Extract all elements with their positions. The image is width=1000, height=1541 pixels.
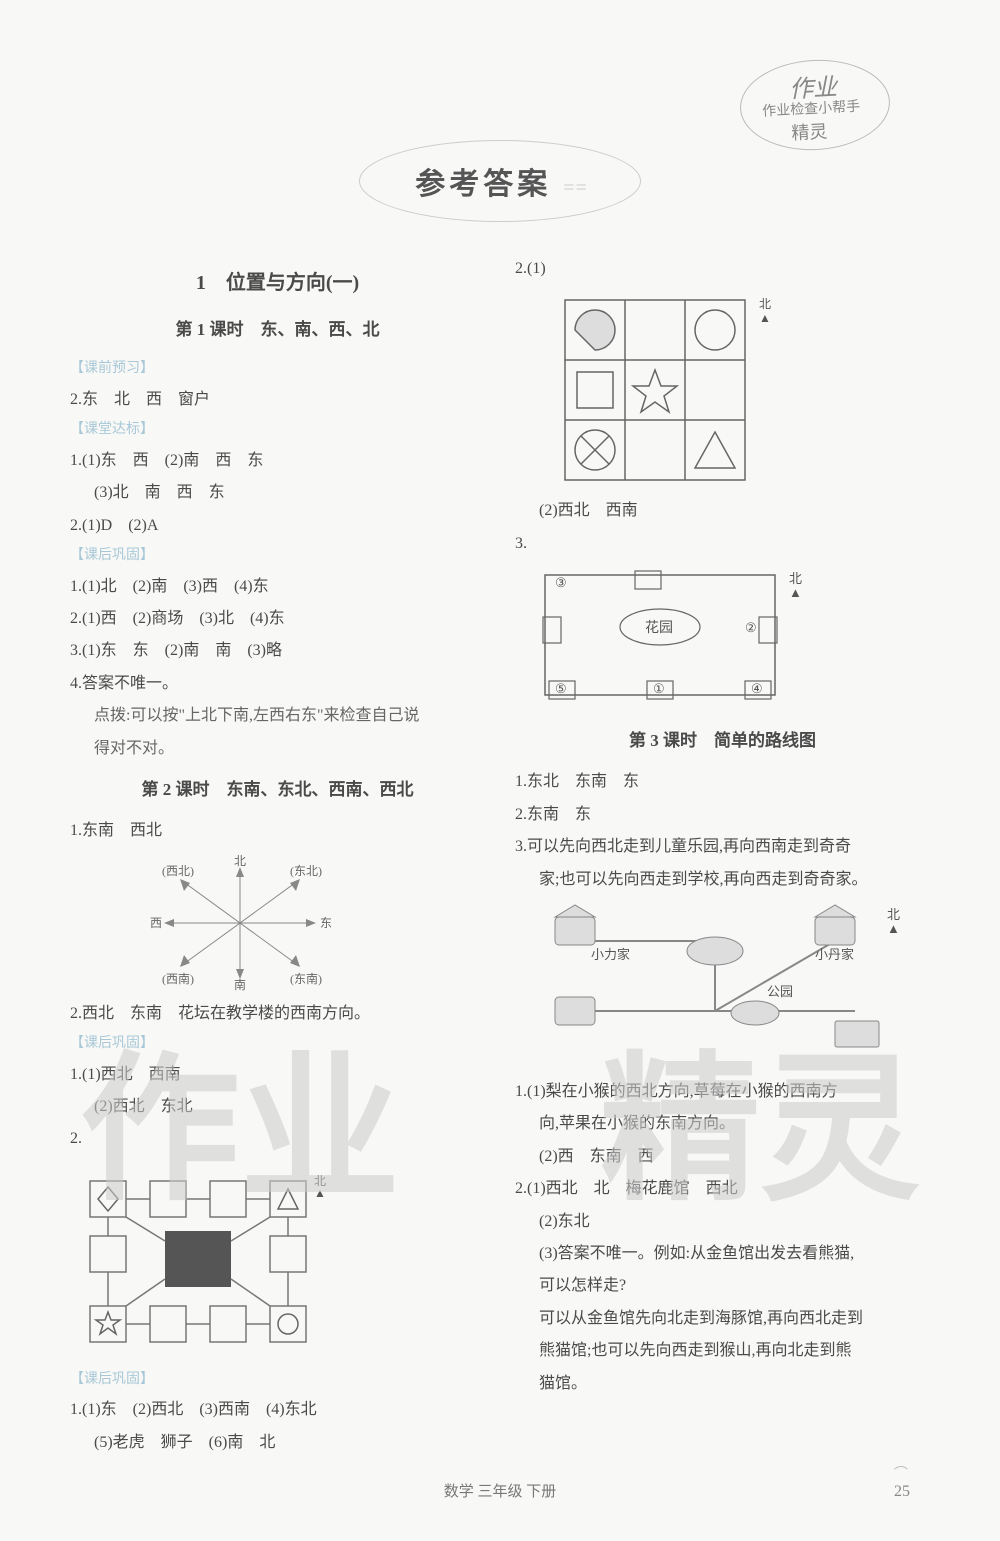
r-l11: (3)答案不唯一。例如:从金鱼馆出发去看熊猫, bbox=[515, 1239, 930, 1269]
map-park: 公园 bbox=[767, 984, 793, 999]
ans-l7: 3.(1)东 东 (2)南 南 (3)略 bbox=[70, 636, 485, 666]
section-1-title: 1 位置与方向(一) bbox=[70, 264, 485, 302]
ans-l16: 1.(1)东 (2)西北 (3)西南 (4)东北 bbox=[70, 1395, 485, 1425]
garden-mark-2: ② bbox=[745, 620, 757, 635]
r-l13: 可以从金鱼馆先向北走到海豚馆,再向西北走到 bbox=[515, 1304, 930, 1334]
ans-l9: 点拨:可以按"上北下南,左西右东"来检查自己说 bbox=[70, 701, 485, 731]
r-l4: 3.可以先向西北走到儿童乐园,再向西南走到奇奇 bbox=[515, 832, 930, 862]
compass-nw: (西北) bbox=[162, 864, 194, 878]
garden-mark-1: ① bbox=[653, 681, 665, 696]
r-l2: 1.东北 东南 东 bbox=[515, 767, 930, 797]
north-arrow-icon: ▲ bbox=[314, 1186, 326, 1200]
grid-9-figure: 北 ▲ bbox=[515, 290, 930, 490]
north-arrow-icon: ▲ bbox=[789, 585, 802, 600]
r-q2: 2.(1) bbox=[515, 254, 930, 284]
pagenum-deco-icon: ⌒ bbox=[894, 1467, 908, 1482]
compass-ne: (东北) bbox=[290, 864, 322, 878]
group-label-3: 【课后巩固】 bbox=[70, 543, 485, 570]
grid-diagram: 北 ▲ bbox=[70, 1161, 485, 1361]
page-title: 参考答案 bbox=[415, 168, 551, 201]
compass-sw: (西南) bbox=[162, 971, 194, 986]
map-house1: 小力家 bbox=[591, 947, 630, 962]
r-l1: (2)西北 西南 bbox=[515, 496, 930, 526]
group-label-1: 【课前预习】 bbox=[70, 356, 485, 383]
north-arrow-icon: ▲ bbox=[759, 311, 771, 325]
ans-l8: 4.答案不唯一。 bbox=[70, 669, 485, 699]
page-number: 25 bbox=[894, 1483, 910, 1500]
map-north: 北 bbox=[887, 907, 900, 922]
r-l7: 向,苹果在小猴的东南方向。 bbox=[515, 1109, 930, 1139]
ans-l5: 1.(1)北 (2)南 (3)西 (4)东 bbox=[70, 572, 485, 602]
garden-mark-5: ⑤ bbox=[555, 681, 567, 696]
ans-l17: (5)老虎 狮子 (6)南 北 bbox=[70, 1428, 485, 1458]
r-l5: 家;也可以先向西走到学校,再向西走到奇奇家。 bbox=[515, 865, 930, 895]
title-decoration: = = bbox=[563, 177, 585, 199]
compass-se: (东南) bbox=[290, 971, 322, 986]
r-l9: 2.(1)西北 北 梅花鹿馆 西北 bbox=[515, 1174, 930, 1204]
group-label-2: 【课堂达标】 bbox=[70, 417, 485, 444]
r-q3: 3. bbox=[515, 529, 930, 559]
r-l12: 可以怎样走? bbox=[515, 1271, 930, 1301]
right-column: 2.(1) bbox=[515, 252, 930, 1460]
ans-l10: 得对不对。 bbox=[70, 734, 485, 764]
r-l10: (2)东北 bbox=[515, 1207, 930, 1237]
ans-l4: 2.(1)D (2)A bbox=[70, 511, 485, 541]
lesson-3-title: 第 3 课时 简单的路线图 bbox=[515, 725, 930, 757]
garden-north: 北 bbox=[789, 571, 802, 586]
group-label-4: 【课后巩固】 bbox=[70, 1031, 485, 1058]
group-label-5: 【课后巩固】 bbox=[70, 1367, 485, 1394]
route-map-figure: 小力家 小丹家 公园 北 ▲ bbox=[515, 901, 930, 1071]
garden-mark-3: ③ bbox=[555, 575, 567, 590]
r-l3: 2.东南 东 bbox=[515, 800, 930, 830]
left-column: 1 位置与方向(一) 第 1 课时 东、南、西、北 【课前预习】 2.东 北 西… bbox=[70, 252, 485, 1460]
garden-mark-4: ④ bbox=[751, 681, 763, 696]
garden-label: 花园 bbox=[645, 620, 673, 636]
ans-l1: 2.东 北 西 窗户 bbox=[70, 385, 485, 415]
ans-l12: 2.西北 东南 花坛在教学楼的西南方向。 bbox=[70, 999, 485, 1029]
ans-l6: 2.(1)西 (2)商场 (3)北 (4)东 bbox=[70, 604, 485, 634]
north-arrow-icon: ▲ bbox=[887, 921, 900, 936]
ans-l14: (2)西北 东北 bbox=[70, 1092, 485, 1122]
ans-l2: 1.(1)东 西 (2)南 西 东 bbox=[70, 446, 485, 476]
compass-n: 北 bbox=[234, 854, 246, 868]
ans-l11: 1.东南 西北 bbox=[70, 816, 485, 846]
ans-l3: (3)北 南 西 东 bbox=[70, 478, 485, 508]
map-house2: 小丹家 bbox=[815, 947, 854, 962]
lesson-1-title: 第 1 课时 东、南、西、北 bbox=[70, 314, 485, 346]
lesson-2-title: 第 2 课时 东南、东北、西南、西北 bbox=[70, 774, 485, 806]
page-title-wrap: 参考答案 = = bbox=[70, 140, 930, 222]
r-l6: 1.(1)梨在小猴的西北方向,草莓在小猴的西南方 bbox=[515, 1077, 930, 1107]
grid9-north: 北 bbox=[759, 297, 771, 311]
compass-figure: (西北) 北 (东北) 西 东 (西南) 南 (东南) bbox=[70, 853, 485, 993]
page-number-wrap: ⌒ 25 bbox=[894, 1463, 910, 1501]
r-l15: 猫馆。 bbox=[515, 1369, 930, 1399]
compass-e: 东 bbox=[320, 916, 332, 930]
compass-w: 西 bbox=[150, 916, 162, 930]
r-l14: 熊猫馆;也可以先向西走到猴山,再向北走到熊 bbox=[515, 1336, 930, 1366]
ans-l13: 1.(1)西北 西南 bbox=[70, 1060, 485, 1090]
page-footer: 数学 三年级 下册 bbox=[70, 1480, 930, 1501]
compass-s: 南 bbox=[234, 977, 246, 992]
r-l8: (2)西 东南 西 bbox=[515, 1142, 930, 1172]
garden-figure: 花园 ③ ② ⑤ ① ④ 北 bbox=[515, 565, 930, 715]
ans-l15: 2. bbox=[70, 1124, 485, 1154]
